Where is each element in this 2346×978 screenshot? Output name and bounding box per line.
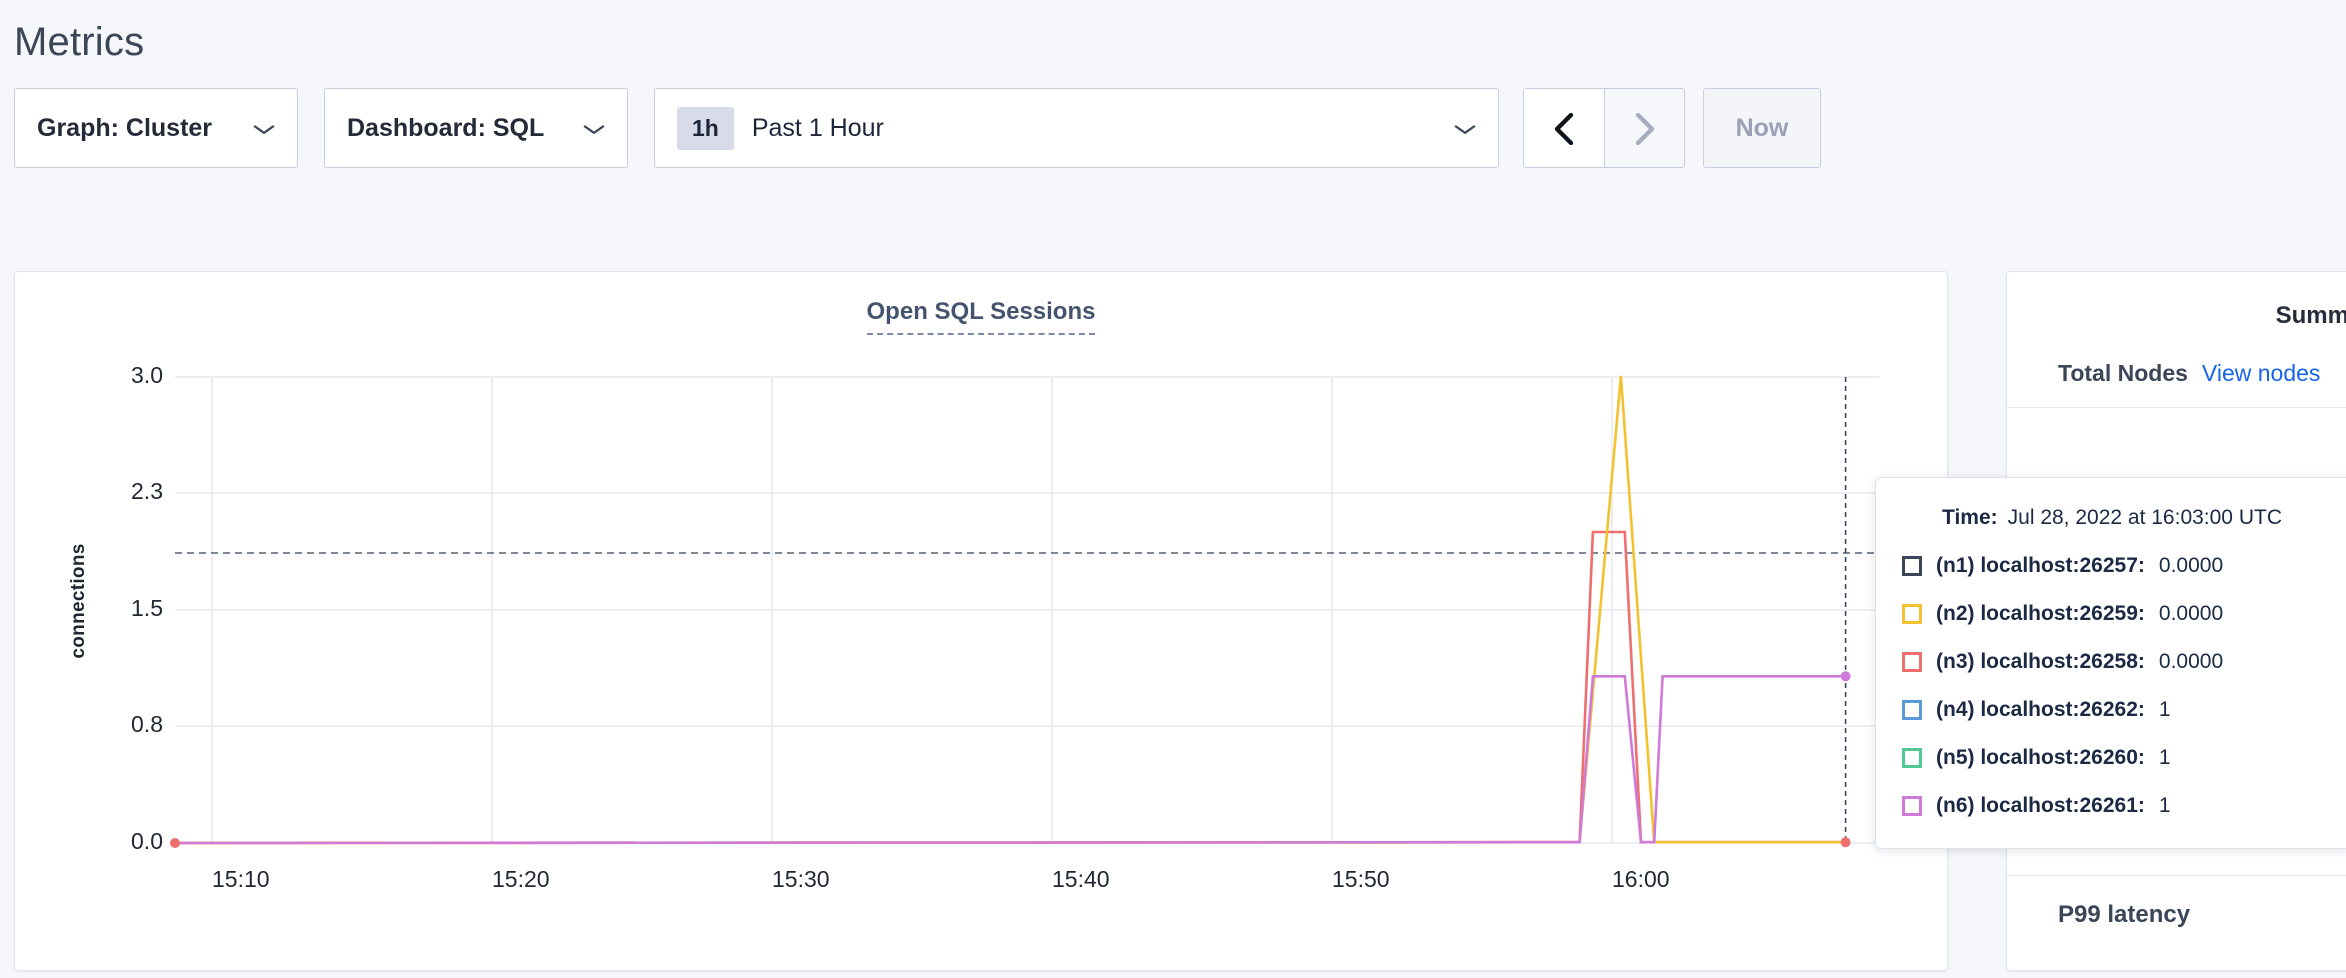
svg-text:15:40: 15:40 [1052,866,1110,892]
svg-text:0.8: 0.8 [131,711,163,737]
svg-text:3.0: 3.0 [131,362,163,388]
svg-text:15:50: 15:50 [1332,866,1390,892]
svg-text:1.5: 1.5 [131,595,163,621]
svg-text:15:10: 15:10 [212,866,270,892]
svg-text:16:00: 16:00 [1612,866,1670,892]
svg-text:2.3: 2.3 [131,478,163,504]
svg-text:15:20: 15:20 [492,866,550,892]
svg-text:0.0: 0.0 [131,828,163,854]
svg-text:15:30: 15:30 [772,866,830,892]
